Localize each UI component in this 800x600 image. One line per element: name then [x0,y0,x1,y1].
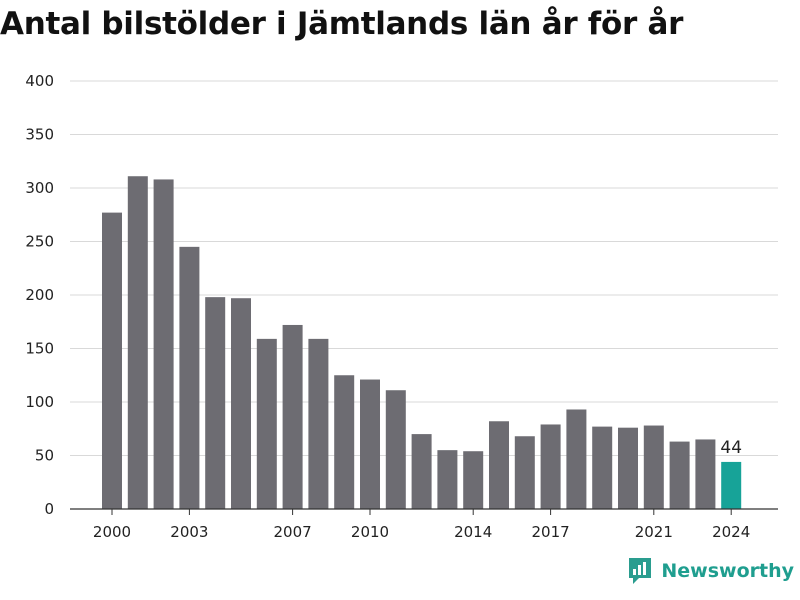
bar-2000 [102,212,122,510]
chart-title: Antal bilstölder i Jämtlands län år för … [0,6,684,42]
bar-2007 [282,324,303,509]
y-tick-label: 50 [35,447,54,465]
bar-2003 [179,246,200,509]
x-tick-label: 2024 [712,523,750,541]
x-axis-ticks: 2000 2003 2007 2010 2014 2017 2021 2024 [93,509,750,541]
brand-name: Newsworthy [661,560,794,582]
x-tick-label: 2017 [532,523,570,541]
bar-2017 [540,424,561,509]
bar-2019 [592,426,613,509]
gridlines [70,80,778,456]
bar-2009 [334,375,355,509]
bar-2002 [153,179,174,509]
bar-2022 [669,441,690,509]
bar-2024 [721,461,742,509]
newsworthy-logo: Newsworthy [627,556,794,586]
bar-2016 [514,436,535,509]
bar-2018 [566,409,587,509]
y-tick-label: 250 [25,233,54,251]
bar-2023 [695,439,716,509]
data-label-2024: 44 [720,438,742,458]
y-tick-label: 350 [25,126,54,144]
bar-2014 [463,451,484,509]
bar-2010 [360,379,380,509]
x-tick-label: 2003 [170,523,208,541]
bar-2001 [127,176,148,510]
x-tick-label: 2021 [635,523,673,541]
bar-2011 [385,390,406,509]
bar-2005 [231,298,251,509]
data-labels: 44 [720,438,742,458]
x-tick-label: 2010 [351,523,389,541]
bar-2006 [256,338,277,509]
x-tick-label: 2014 [454,523,492,541]
bar-2012 [411,434,432,509]
y-tick-label: 100 [25,393,54,411]
y-tick-label: 0 [44,500,54,518]
bar-2008 [308,338,329,509]
bar-2004 [205,297,226,509]
y-tick-label: 300 [25,179,54,197]
bar-2015 [489,421,509,509]
y-tick-label: 200 [25,286,54,304]
bars [102,176,742,510]
bar-2013 [437,450,458,509]
y-tick-label: 400 [25,72,54,90]
bar-chart-logo-icon [629,558,652,584]
bar-2021 [643,425,664,509]
x-tick-label: 2000 [93,523,131,541]
x-tick-label: 2007 [274,523,312,541]
y-axis-ticks: 0 50 100 150 200 250 300 350 400 [25,72,54,518]
bar-2020 [618,427,638,509]
y-tick-label: 150 [25,340,54,358]
